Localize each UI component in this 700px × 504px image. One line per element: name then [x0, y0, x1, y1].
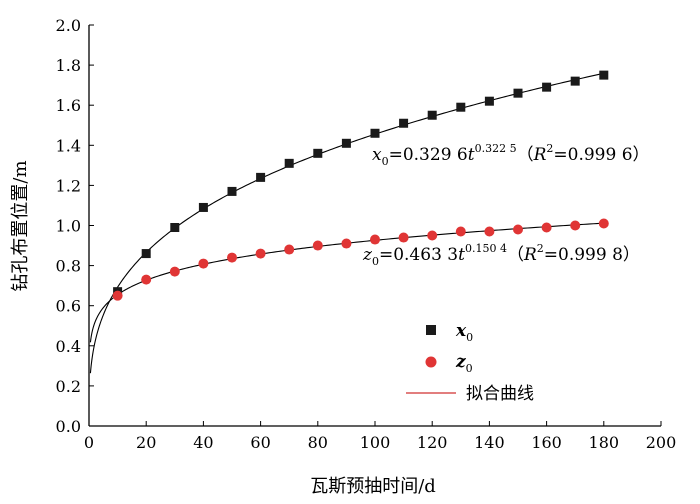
- x0-point: [599, 70, 609, 80]
- z0-point: [484, 226, 495, 237]
- eq-z0-open: （: [507, 245, 524, 265]
- x-tick-label: 20: [136, 433, 156, 452]
- axes: 0 20 40 60 80 100 120 140 160 180 200 0.00.20.40.6…: [56, 16, 677, 452]
- x0-fit-curve: [89, 72, 604, 374]
- x-axis-title: 瓦斯预抽时间/d: [310, 476, 436, 497]
- y-axis-ticks: 0.0 0.2 0.4 0.6 0.8 1.0 1.2 1.4 1.6 1.8 2.0: [56, 16, 94, 436]
- z0-point: [227, 252, 237, 263]
- x0-point: [227, 186, 237, 196]
- x-tick-label: 0: [84, 433, 94, 452]
- y-axis-title: 钻孔布置位置/m: [10, 160, 31, 291]
- x0-point: [256, 172, 266, 182]
- x0-point: [513, 88, 523, 98]
- legend-z0-label: z0: [455, 352, 473, 375]
- eq-x0-r-val: =0.999 6: [553, 145, 632, 165]
- eq-x0-r: R: [533, 145, 547, 165]
- y-tick-label: 1.2: [56, 176, 81, 195]
- z0-point: [255, 248, 266, 259]
- z0-point: [112, 290, 123, 301]
- x0-point: [170, 223, 180, 233]
- y-tick-label: 1.8: [56, 56, 81, 75]
- legend-fit-label: 拟合曲线: [466, 384, 534, 404]
- z0-point: [141, 274, 152, 285]
- legend-z0-marker: [425, 356, 437, 368]
- eq-x0-var: x: [372, 145, 382, 165]
- y-tick-label: 0.2: [56, 377, 81, 396]
- y-tick-label: 0.0: [56, 417, 81, 436]
- eq-x0-t: t: [468, 145, 475, 165]
- z0-point: [541, 222, 552, 233]
- z0-point: [398, 232, 409, 243]
- z0-fit-equation: z0=0.463 3t0.150 4（R2=0.999 8）: [362, 242, 640, 268]
- x0-fit-equation: x0=0.329 6t0.322 5（R2=0.999 6）: [372, 142, 650, 168]
- data-markers: [112, 70, 609, 301]
- x0-point: [313, 148, 323, 158]
- x-tick-label: 140: [474, 433, 505, 452]
- fit-curves: [89, 72, 604, 374]
- eq-z0-coef: =0.463 3: [379, 245, 458, 265]
- z0-point: [370, 234, 380, 245]
- x0-point: [399, 118, 409, 128]
- x-tick-label: 60: [250, 433, 270, 452]
- legend-x0-label: x0: [455, 321, 473, 344]
- z0-point: [341, 238, 352, 249]
- eq-x0-exp: 0.322 5: [475, 142, 517, 155]
- x0-point: [198, 202, 208, 212]
- eq-z0-sub: 0: [372, 255, 379, 268]
- eq-x0-r-exp: 2: [546, 142, 553, 155]
- z0-point: [169, 266, 180, 277]
- x0-point: [456, 102, 466, 112]
- x-tick-label: 40: [193, 433, 213, 452]
- x0-point: [542, 82, 552, 92]
- y-tick-label: 0.8: [56, 257, 81, 276]
- eq-z0-exp: 0.150 4: [465, 242, 507, 255]
- x0-point: [341, 138, 351, 148]
- eq-z0-var: z: [362, 245, 373, 265]
- x-tick-label: 180: [589, 433, 620, 452]
- y-tick-label: 2.0: [56, 16, 81, 35]
- x-tick-label: 120: [417, 433, 448, 452]
- legend: x0 z0 拟合曲线: [406, 321, 534, 404]
- eq-x0-open: （: [517, 145, 534, 165]
- z0-point: [455, 226, 466, 237]
- x-tick-label: 100: [360, 433, 391, 452]
- x0-point: [370, 128, 380, 138]
- y-tick-label: 0.6: [56, 297, 81, 316]
- legend-z0-var: z: [455, 352, 466, 372]
- legend-x0-sub: 0: [466, 331, 473, 344]
- x0-point: [484, 96, 494, 106]
- y-tick-label: 0.4: [56, 337, 81, 356]
- z0-point: [570, 220, 581, 231]
- z0-point: [284, 244, 295, 255]
- x-axis-ticks: 0 20 40 60 80 100 120 140 160 180 200: [84, 421, 676, 452]
- eq-z0-r-val: =0.999 8: [544, 245, 623, 265]
- eq-z0-close: ）: [623, 245, 640, 265]
- plot-area: [89, 70, 609, 374]
- eq-z0-r-exp: 2: [537, 242, 544, 255]
- eq-z0-r: R: [523, 245, 537, 265]
- legend-z0-sub: 0: [466, 362, 473, 375]
- z0-point: [427, 230, 438, 241]
- x-tick-label: 160: [531, 433, 562, 452]
- y-tick-label: 1.4: [56, 136, 81, 155]
- x0-point: [141, 249, 151, 259]
- x-tick-label: 80: [308, 433, 328, 452]
- z0-point: [198, 258, 209, 269]
- z0-point: [312, 240, 323, 251]
- z0-point: [598, 218, 609, 229]
- z0-point: [513, 224, 523, 235]
- eq-x0-coef: =0.329 6: [389, 145, 468, 165]
- y-tick-label: 1.6: [56, 96, 81, 115]
- eq-z0-t: t: [458, 245, 465, 265]
- y-tick-label: 1.0: [56, 217, 81, 236]
- x0-point: [570, 76, 580, 86]
- legend-x0-var: x: [455, 321, 467, 341]
- x-tick-label: 200: [646, 433, 677, 452]
- legend-x0-marker: [426, 325, 436, 335]
- x0-point: [284, 158, 294, 168]
- eq-x0-close: ）: [633, 145, 650, 165]
- x0-point: [427, 110, 437, 120]
- eq-x0-sub: 0: [382, 155, 389, 168]
